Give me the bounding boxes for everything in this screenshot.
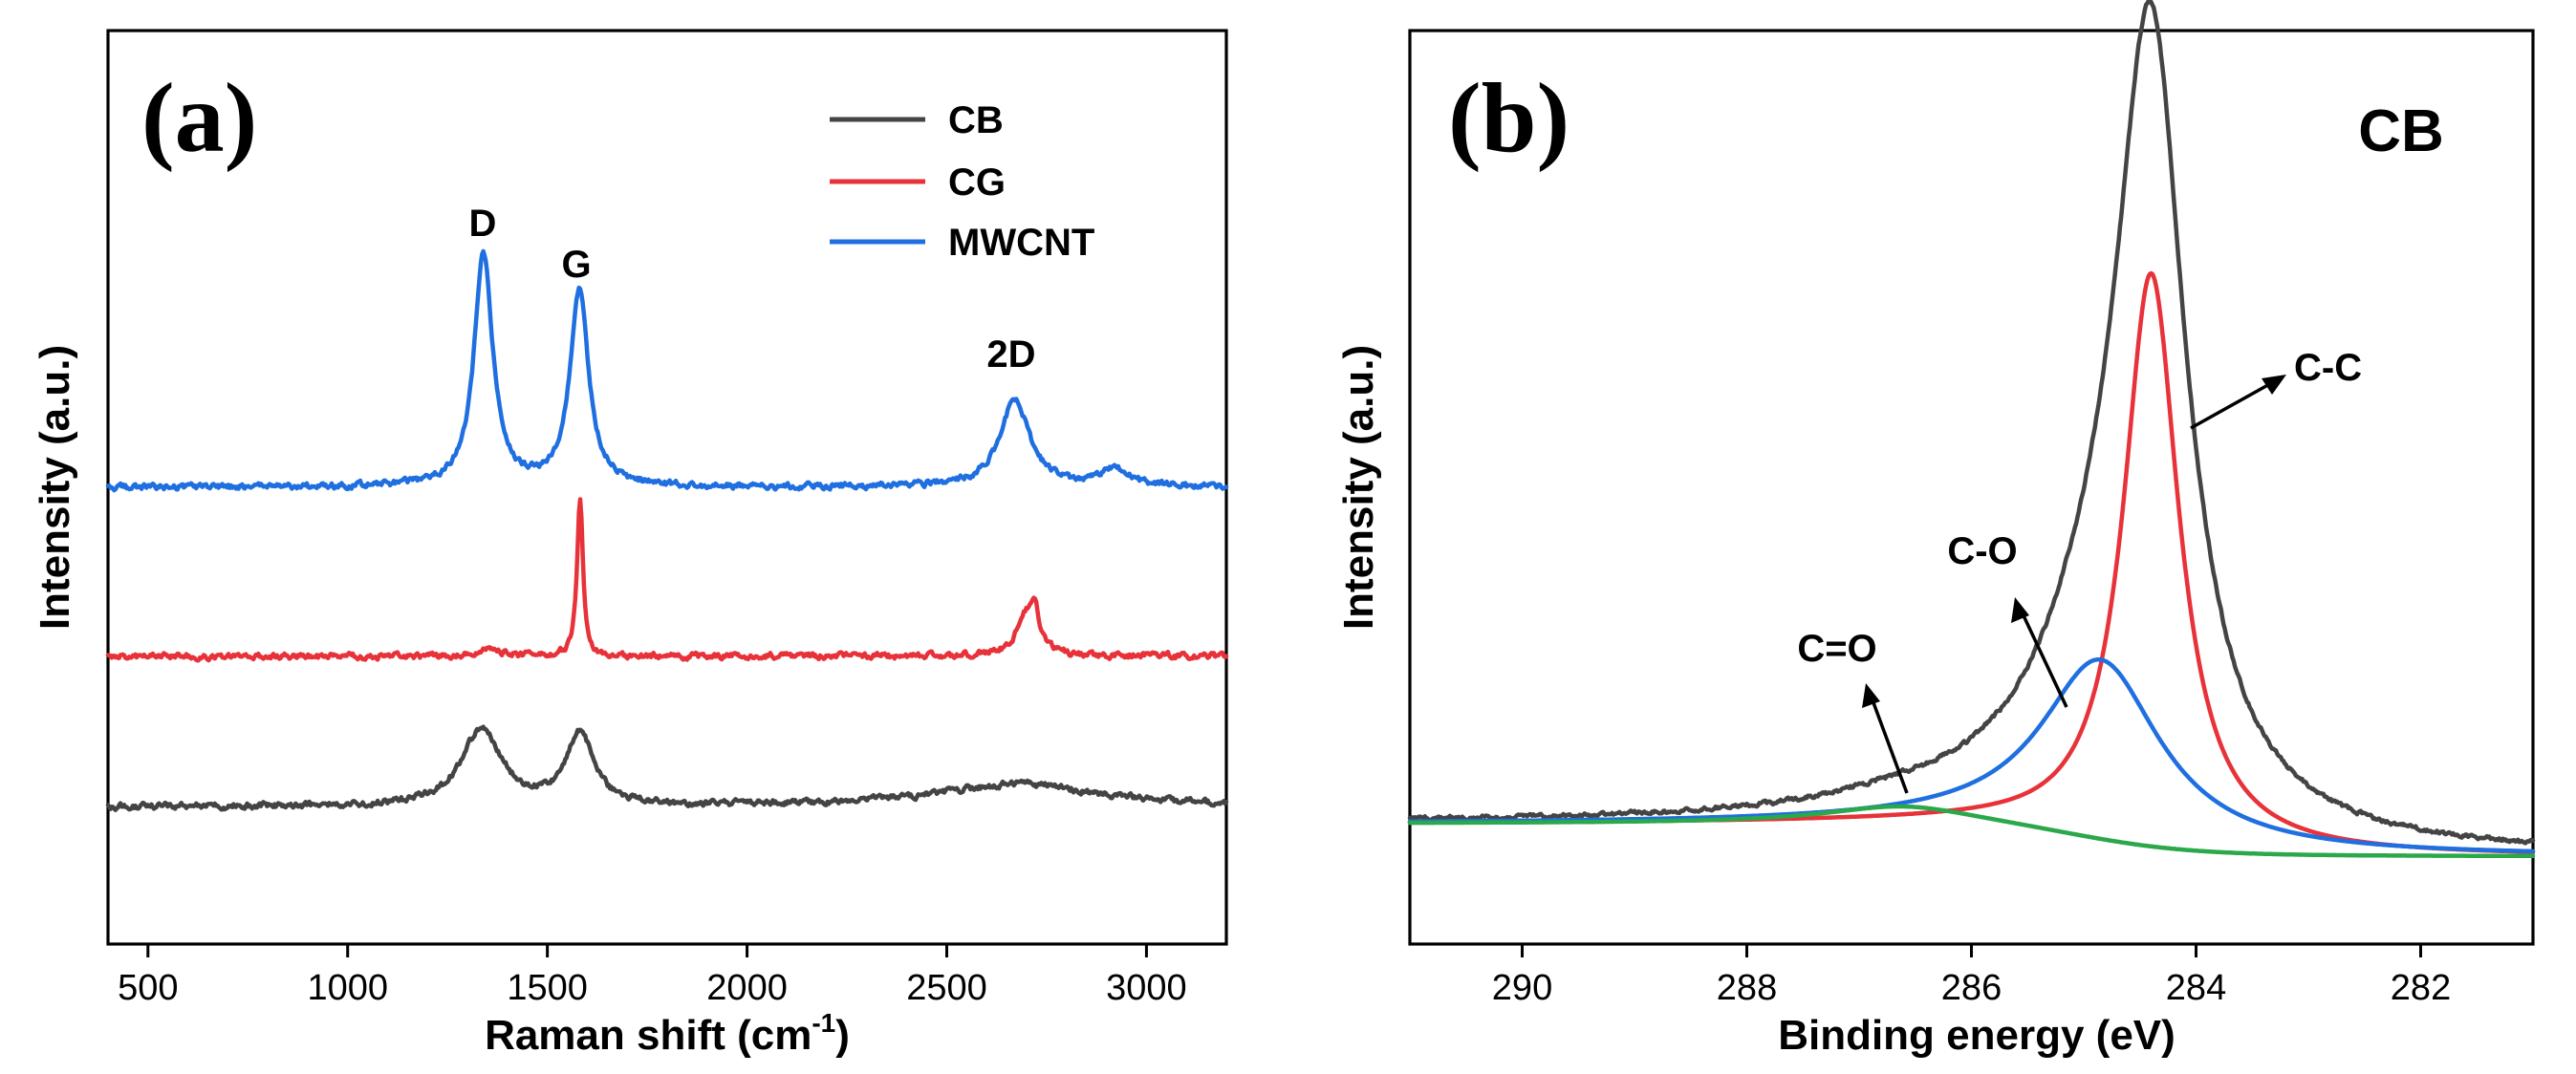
raman-y-axis-title: Intensity (a.u.) bbox=[32, 345, 78, 630]
xps-series-c-o bbox=[1407, 804, 2536, 859]
legend-label-cg: CG bbox=[948, 161, 1006, 204]
raman-series-group bbox=[105, 248, 1229, 812]
raman-series-mwcnt bbox=[105, 248, 1229, 493]
arrowhead-c-o bbox=[2011, 597, 2029, 623]
legend-label-mwcnt: MWCNT bbox=[948, 222, 1094, 264]
raman-series-cb bbox=[105, 724, 1229, 812]
legend-label-cb: CB bbox=[948, 99, 1004, 141]
raman-series-cg bbox=[105, 497, 1229, 663]
xps-y-axis-title: Intensity (a.u.) bbox=[1335, 345, 1382, 630]
peak-label-g: G bbox=[561, 244, 591, 286]
raman-chart: 500 1000 1500 2000 2500 3000 (a) CB CG MWCNT … bbox=[32, 29, 1229, 1059]
arrow-c-eq-o bbox=[1870, 697, 1909, 794]
raman-tick-label-1000: 1000 bbox=[307, 968, 388, 1008]
xps-tick-label-288: 288 bbox=[1717, 968, 1777, 1008]
annotation-arrows bbox=[1862, 375, 2286, 794]
panel-label-a: (a) bbox=[141, 63, 257, 173]
component-label-c-eq-o: C=O bbox=[1797, 628, 1876, 670]
xps-series-cb-raw bbox=[1407, 0, 2536, 846]
arrowhead-c-eq-o bbox=[1862, 683, 1880, 708]
panel-label-b: (b) bbox=[1448, 63, 1569, 173]
raman-tick-label-1500: 1500 bbox=[507, 968, 588, 1008]
arrowhead-c-c bbox=[2262, 375, 2286, 395]
raman-legend: CB CG MWCNT bbox=[830, 99, 1094, 264]
raman-tick-label-500: 500 bbox=[118, 968, 178, 1008]
xps-x-axis-title: Binding energy (eV) bbox=[1778, 1012, 2176, 1059]
raman-x-ticks: 500 1000 1500 2000 2500 3000 bbox=[118, 944, 1187, 1008]
xps-tick-label-284: 284 bbox=[2166, 968, 2226, 1008]
raman-x-axis-title: Raman shift (cm-1) bbox=[485, 1008, 850, 1059]
raman-tick-label-3000: 3000 bbox=[1106, 968, 1187, 1008]
xps-sample-tag: CB bbox=[2358, 98, 2444, 164]
component-label-c-o: C-O bbox=[1947, 530, 2017, 572]
xps-tick-label-290: 290 bbox=[1492, 968, 1552, 1008]
xps-x-ticks: 290 288 286 284 282 bbox=[1492, 944, 2451, 1008]
peak-label-d: D bbox=[469, 203, 497, 245]
raman-tick-label-2000: 2000 bbox=[706, 968, 788, 1008]
xps-tick-label-286: 286 bbox=[1941, 968, 2002, 1008]
raman-tick-label-2500: 2500 bbox=[906, 968, 987, 1008]
xps-chart: 290 288 286 284 282 (b) CB C-C C-O C=O Bindi… bbox=[1335, 0, 2536, 1059]
arrow-c-o bbox=[2020, 611, 2068, 708]
xps-series-group bbox=[1407, 0, 2536, 859]
peak-label-2d: 2D bbox=[986, 333, 1035, 376]
component-label-c-c: C-C bbox=[2294, 347, 2362, 389]
xps-tick-label-282: 282 bbox=[2391, 968, 2451, 1008]
arrow-c-c bbox=[2190, 380, 2274, 430]
